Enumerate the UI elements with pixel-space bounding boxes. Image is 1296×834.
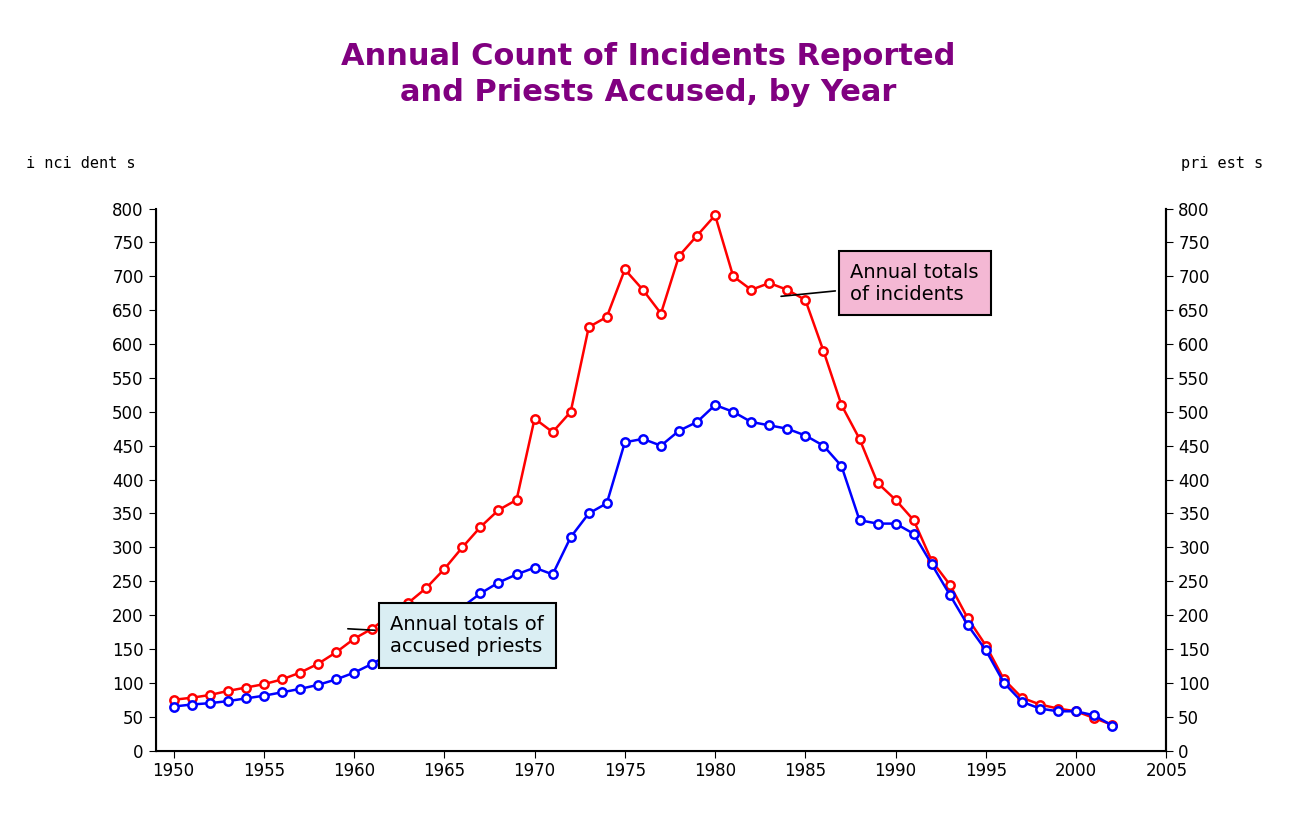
Text: i nci dent s: i nci dent s xyxy=(26,156,135,171)
Text: Annual totals of
accused priests: Annual totals of accused priests xyxy=(347,615,544,656)
Text: pri est s: pri est s xyxy=(1182,156,1264,171)
Text: Annual Count of Incidents Reported
and Priests Accused, by Year: Annual Count of Incidents Reported and P… xyxy=(341,42,955,107)
Text: Annual totals
of incidents: Annual totals of incidents xyxy=(781,263,978,304)
